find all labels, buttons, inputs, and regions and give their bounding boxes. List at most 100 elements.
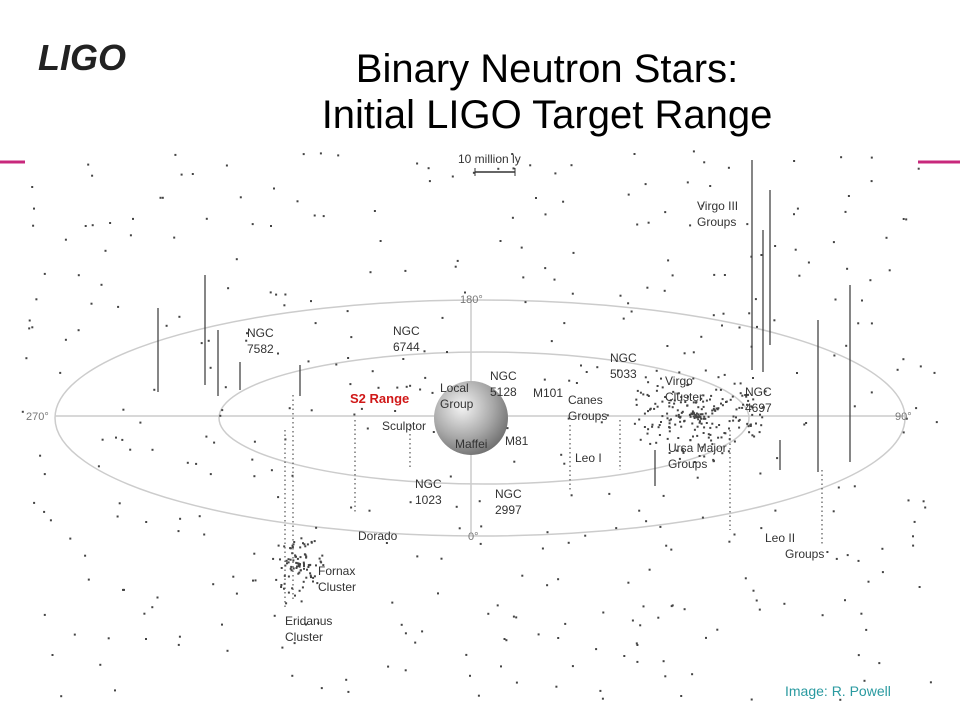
- map-label: NGC: [495, 487, 522, 501]
- dot: [667, 259, 670, 262]
- dot: [567, 541, 570, 544]
- dot: [826, 551, 829, 553]
- dot: [296, 565, 298, 568]
- map-label: Group: [440, 397, 474, 411]
- dot: [676, 409, 679, 412]
- dot: [646, 432, 649, 435]
- dot: [709, 426, 712, 429]
- dot: [186, 461, 189, 464]
- dot: [803, 423, 806, 426]
- dot: [207, 339, 210, 342]
- dot: [747, 393, 749, 396]
- dot: [738, 426, 741, 429]
- dot: [684, 401, 687, 403]
- dot: [711, 443, 714, 446]
- dot: [404, 669, 407, 672]
- dot: [322, 215, 325, 218]
- dot: [546, 584, 549, 587]
- dot: [487, 612, 490, 615]
- dot: [269, 291, 272, 294]
- logo: LIGO: [38, 37, 126, 78]
- dot: [846, 554, 849, 557]
- dot: [584, 534, 587, 537]
- degree-label: 180°: [460, 294, 483, 306]
- dot: [291, 546, 294, 549]
- dot: [290, 565, 293, 568]
- dot: [680, 425, 683, 428]
- dot: [723, 274, 726, 276]
- dot: [385, 542, 388, 544]
- dot: [881, 571, 884, 574]
- dot: [270, 225, 272, 227]
- dot: [660, 421, 662, 423]
- dot: [151, 448, 154, 451]
- dot: [671, 406, 674, 409]
- dot: [419, 388, 422, 391]
- dot: [572, 251, 575, 254]
- dot: [847, 195, 850, 197]
- dot: [251, 223, 254, 226]
- dot: [728, 420, 731, 423]
- dot: [695, 401, 698, 404]
- dot: [219, 414, 222, 417]
- dot: [402, 358, 405, 360]
- dot: [515, 681, 518, 684]
- dot: [195, 462, 198, 465]
- dot: [513, 460, 516, 463]
- dot: [307, 360, 310, 363]
- dot: [644, 376, 647, 379]
- dot: [122, 408, 125, 411]
- dot: [680, 695, 683, 697]
- dot: [796, 372, 798, 374]
- dot: [630, 310, 633, 313]
- dot: [839, 698, 842, 701]
- dot: [924, 506, 927, 509]
- dot: [834, 298, 837, 301]
- dot: [649, 408, 651, 411]
- degree-label: 90°: [895, 411, 912, 423]
- map-label: Local: [440, 381, 469, 395]
- dot: [360, 407, 363, 410]
- dot: [179, 517, 182, 520]
- dot: [287, 561, 290, 564]
- title-line: Binary Neutron Stars:: [356, 47, 738, 91]
- dot: [644, 183, 647, 186]
- dot: [313, 540, 316, 543]
- dot: [405, 385, 408, 388]
- dot: [642, 605, 645, 608]
- dot: [832, 510, 835, 513]
- dot: [320, 561, 323, 564]
- dot: [298, 564, 300, 567]
- dot: [301, 586, 304, 589]
- dot: [651, 425, 654, 428]
- dot: [888, 269, 891, 272]
- dot: [300, 537, 303, 540]
- dot: [272, 557, 275, 560]
- dot: [284, 293, 287, 296]
- dot: [666, 345, 669, 347]
- dot: [596, 366, 599, 369]
- map-label: Cluster: [285, 630, 323, 644]
- dot: [84, 225, 87, 227]
- dot: [315, 526, 318, 529]
- dot: [627, 302, 630, 305]
- map-label: 4697: [745, 401, 772, 415]
- dot: [43, 613, 46, 616]
- dot: [617, 369, 619, 372]
- dot: [835, 557, 838, 560]
- dot: [309, 572, 312, 575]
- dot: [568, 379, 571, 382]
- dot: [303, 543, 306, 546]
- dot: [668, 422, 671, 425]
- dot: [668, 426, 671, 429]
- dot: [253, 440, 256, 443]
- dot: [865, 628, 868, 631]
- dot: [298, 589, 301, 592]
- dot: [622, 317, 625, 320]
- dot: [646, 286, 649, 289]
- dot: [807, 261, 810, 264]
- dot: [721, 398, 724, 401]
- dot: [287, 558, 290, 561]
- map-label: Groups: [668, 457, 707, 471]
- dot: [305, 556, 308, 559]
